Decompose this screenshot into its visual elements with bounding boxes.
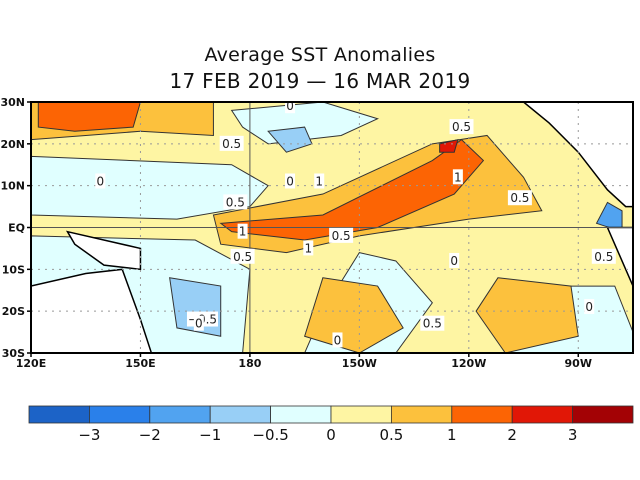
y-tick-label: 20N <box>0 138 25 151</box>
contour-label: 0.5 <box>332 229 351 243</box>
land-layer <box>31 102 633 353</box>
contour-label: 0 <box>450 254 458 268</box>
colorbar-swatch <box>330 405 392 424</box>
contour-label: 0.5 <box>510 191 529 205</box>
colorbar-label: −1 <box>199 426 221 444</box>
contour-label: 0.5 <box>594 250 613 264</box>
land-mass <box>65 230 142 271</box>
contour-label-bg <box>303 240 314 256</box>
colorbar-swatch <box>149 405 211 424</box>
contour-label: 0.5 <box>233 250 252 264</box>
contour-label: 0 <box>286 99 294 113</box>
contour-label-bg <box>591 248 616 264</box>
contour-label: 0.5 <box>423 317 442 331</box>
contour-label: 0.5 <box>222 137 241 151</box>
colorbar-swatch <box>511 405 574 424</box>
contour-label-bg <box>285 98 296 114</box>
colorbar-swatch <box>28 405 90 424</box>
contour-label-bg <box>285 173 296 189</box>
chart-subtitle: 17 FEB 2019 — 16 MAR 2019 <box>169 69 471 93</box>
chart-title: Average SST Anomalies <box>204 44 436 66</box>
contour-label-bg <box>219 135 244 151</box>
colorbar-label: 3 <box>568 426 578 444</box>
anomaly-region <box>475 277 579 353</box>
contour-label-bg <box>314 173 325 189</box>
colorbar-label: −0.5 <box>252 426 288 444</box>
x-tick-label: 180 <box>238 357 261 370</box>
contour-label-bg <box>584 298 595 314</box>
anomaly-region <box>37 102 141 132</box>
colorbar-swatch <box>209 405 271 424</box>
contour-label: 0 <box>286 174 294 188</box>
y-tick-label: 10S <box>2 263 25 276</box>
contour-label: 1 <box>315 174 323 188</box>
contour-label-bg <box>223 194 248 210</box>
x-tick-label: 150W <box>342 357 377 370</box>
contour-label-bg <box>329 227 354 243</box>
y-tick-label: 10N <box>0 180 25 193</box>
contour-label-bg <box>230 248 255 264</box>
x-tick-label: 120E <box>16 357 46 370</box>
y-tick-label: 30N <box>0 96 25 109</box>
contour-label-bg <box>449 252 460 268</box>
contour-label-bg <box>449 119 474 135</box>
contour-label-bg <box>237 223 248 239</box>
colorbar-swatch <box>89 405 151 424</box>
contour-label-bg <box>507 190 532 206</box>
colorbar-swatch <box>270 405 332 424</box>
land-mass <box>522 102 633 208</box>
contour-label-bg <box>452 169 463 185</box>
contour-label: 0 <box>195 317 203 331</box>
contour-label: 0 <box>334 333 342 347</box>
colorbar-label: −3 <box>78 426 100 444</box>
y-tick-label: 30S <box>2 347 25 360</box>
contour-label: 1 <box>454 170 462 184</box>
colorbar: −3 −2 −1 −0.5 0 0.5 1 2 3 <box>28 405 634 444</box>
axis-ticks: 120E 150E 180 150W 120W 90W 30N 20N 10N EQ 10S 20S 3… <box>0 96 592 370</box>
contour-label: 0 <box>97 174 105 188</box>
y-tick-label: EQ <box>8 222 25 235</box>
contour-label-bg <box>332 332 343 348</box>
grid-lines <box>31 102 633 353</box>
colorbar-swatch <box>572 405 634 424</box>
contour-label-bg <box>193 315 204 331</box>
colorbar-label: −2 <box>139 426 161 444</box>
y-tick-label: 20S <box>2 305 25 318</box>
contour-label: 0.5 <box>226 195 245 209</box>
x-tick-label: 90W <box>565 357 592 370</box>
colorbar-label: 0 <box>326 426 336 444</box>
contour-label: 0.5 <box>452 120 471 134</box>
contour-label: 0 <box>585 300 593 314</box>
contour-label: 1 <box>304 241 312 255</box>
colorbar-label: 0.5 <box>379 426 403 444</box>
colorbar-swatch <box>390 405 453 424</box>
anomaly-region <box>304 277 404 353</box>
colorbar-label: 2 <box>507 426 517 444</box>
x-tick-label: 120W <box>451 357 486 370</box>
x-tick-label: 150E <box>125 357 155 370</box>
contour-label-bg <box>95 173 106 189</box>
anomaly-region <box>31 155 269 220</box>
contour-label-bg <box>420 315 445 331</box>
colorbar-label: 1 <box>447 426 457 444</box>
colorbar-swatch <box>451 405 513 424</box>
contour-label: 1 <box>239 225 247 239</box>
anomaly-region <box>439 138 459 153</box>
anomaly-region <box>230 102 380 145</box>
